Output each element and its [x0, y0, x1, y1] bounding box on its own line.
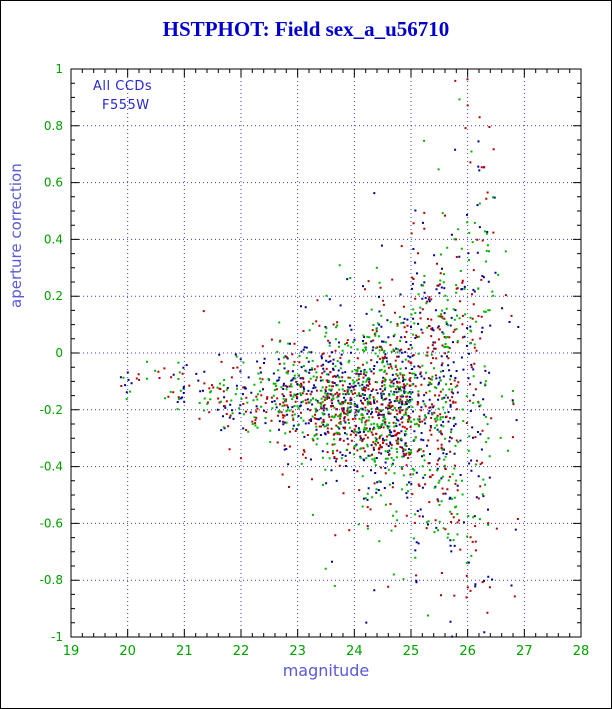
chart-title: HSTPHOT: Field sex_a_u56710 [162, 17, 450, 41]
annotation-all-ccds: All CCDs [93, 79, 153, 94]
y-tick-label: 0 [55, 346, 63, 360]
series-points-ccd-red [120, 78, 519, 614]
x-tick-label: 28 [573, 644, 590, 659]
y-tick-label: -0.6 [40, 516, 63, 530]
x-tick-label: 26 [459, 644, 476, 659]
y-tick-label: 0.2 [44, 289, 63, 303]
x-axis-label: magnitude [282, 661, 370, 680]
x-tick-label: 23 [289, 644, 306, 659]
x-tick-label: 21 [176, 644, 193, 659]
annotation-filter: F555W [102, 98, 150, 113]
y-tick-label: -1 [51, 630, 63, 644]
y-tick-label: -0.4 [40, 460, 63, 474]
y-tick-label: 0.4 [44, 232, 63, 246]
x-tick-label: 22 [233, 644, 250, 659]
x-tick-label: 25 [403, 644, 420, 659]
x-tick-label: 20 [119, 644, 136, 659]
x-tick-label: 19 [63, 644, 80, 659]
axis-tick-marks [70, 68, 582, 638]
y-tick-label: -0.2 [40, 403, 63, 417]
y-tick-label: 0.6 [44, 176, 63, 190]
y-tick-label: -0.8 [40, 573, 63, 587]
x-tick-label: 27 [516, 644, 533, 659]
y-tick-label: 0.8 [44, 119, 63, 133]
series-points-ccd-green [122, 98, 515, 617]
series-points-ccd-navy [119, 140, 520, 638]
x-tick-label: 24 [346, 644, 363, 659]
grid-lines [71, 69, 581, 637]
y-tick-label: 1 [55, 62, 63, 76]
